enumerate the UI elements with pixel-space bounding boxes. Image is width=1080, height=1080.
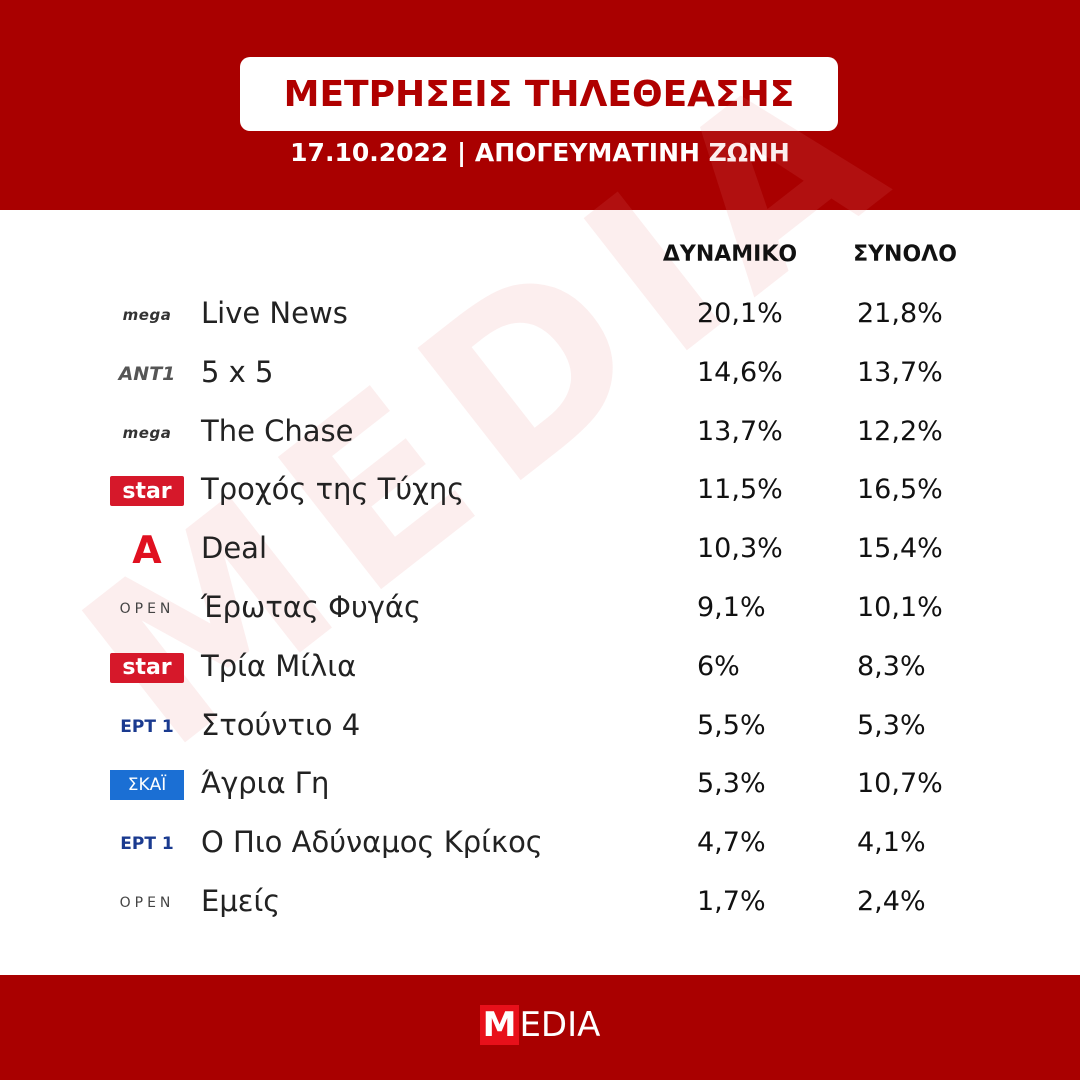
rating-value: 5,3% [857,709,926,741]
subtitle: 17.10.2022 | ΑΠΟΓΕΥΜΑΤΙΝΗ ΖΩΝΗ [290,138,790,167]
rating-value: 12,2% [857,415,943,447]
program-name: Deal [201,531,268,566]
rating-value: 6% [697,650,740,682]
program-name: Έρωτας Φυγάς [201,590,422,624]
rating-value: 9,1% [697,592,766,623]
channel-logo: ΕΡΤ 1 [120,716,174,737]
rating-value: 2,4% [857,886,926,917]
logo-rest: EDIA [519,1005,601,1045]
channel-logo: Α [132,528,162,573]
channel-logo: ΕΡΤ 1 [120,834,174,855]
column-header: ΣΥΝΟΛΟ [853,242,957,267]
rating-value: 5,5% [697,709,766,741]
rating-value: 10,1% [857,592,943,623]
rating-value: 4,7% [697,827,766,859]
rating-value: 1,7% [697,886,766,917]
footer-logo: M EDIA [0,1005,1080,1045]
footer-band [0,975,1080,1080]
channel-logo: star [110,652,184,683]
rating-value: 13,7% [697,415,783,447]
rating-value: 13,7% [857,356,943,388]
channel-logo: OPEN [119,601,175,617]
rating-value: 20,1% [697,298,783,329]
title: ΜΕΤΡΗΣΕΙΣ ΤΗΛΕΘΕΑΣΗΣ [240,57,838,131]
channel-logo: star [110,476,184,507]
program-name: Τροχός της Τύχης [201,472,465,507]
channel-logo: OPEN [119,895,175,911]
rating-value: 4,1% [857,827,926,859]
channel-logo: mega [122,423,172,442]
program-name: Στούντιο 4 [201,707,361,742]
program-name: Εμείς [201,884,281,918]
column-header: ΔΥΝΑΜΙΚΟ [662,242,798,267]
program-name: Άγρια Γη [201,766,330,801]
program-name: Ο Πιο Αδύναμος Κρίκος [201,825,543,860]
rating-value: 5,3% [697,768,766,800]
channel-logo: ANT1 [118,362,176,385]
program-name: 5 x 5 [201,354,274,389]
rating-value: 15,4% [857,533,943,565]
program-name: Live News [201,296,348,330]
rating-value: 10,3% [697,533,783,565]
logo-initial: M [479,1005,520,1045]
channel-logo: ΣΚΑΪ [110,770,184,801]
rating-value: 8,3% [857,650,926,682]
rating-value: 14,6% [697,356,783,388]
program-name: Τρία Μίλια [201,648,357,683]
channel-logo: mega [122,306,172,324]
rating-value: 10,7% [857,768,943,800]
rating-value: 11,5% [697,474,783,506]
program-name: The Chase [201,413,354,448]
rating-value: 21,8% [857,298,943,329]
rating-value: 16,5% [857,474,943,506]
